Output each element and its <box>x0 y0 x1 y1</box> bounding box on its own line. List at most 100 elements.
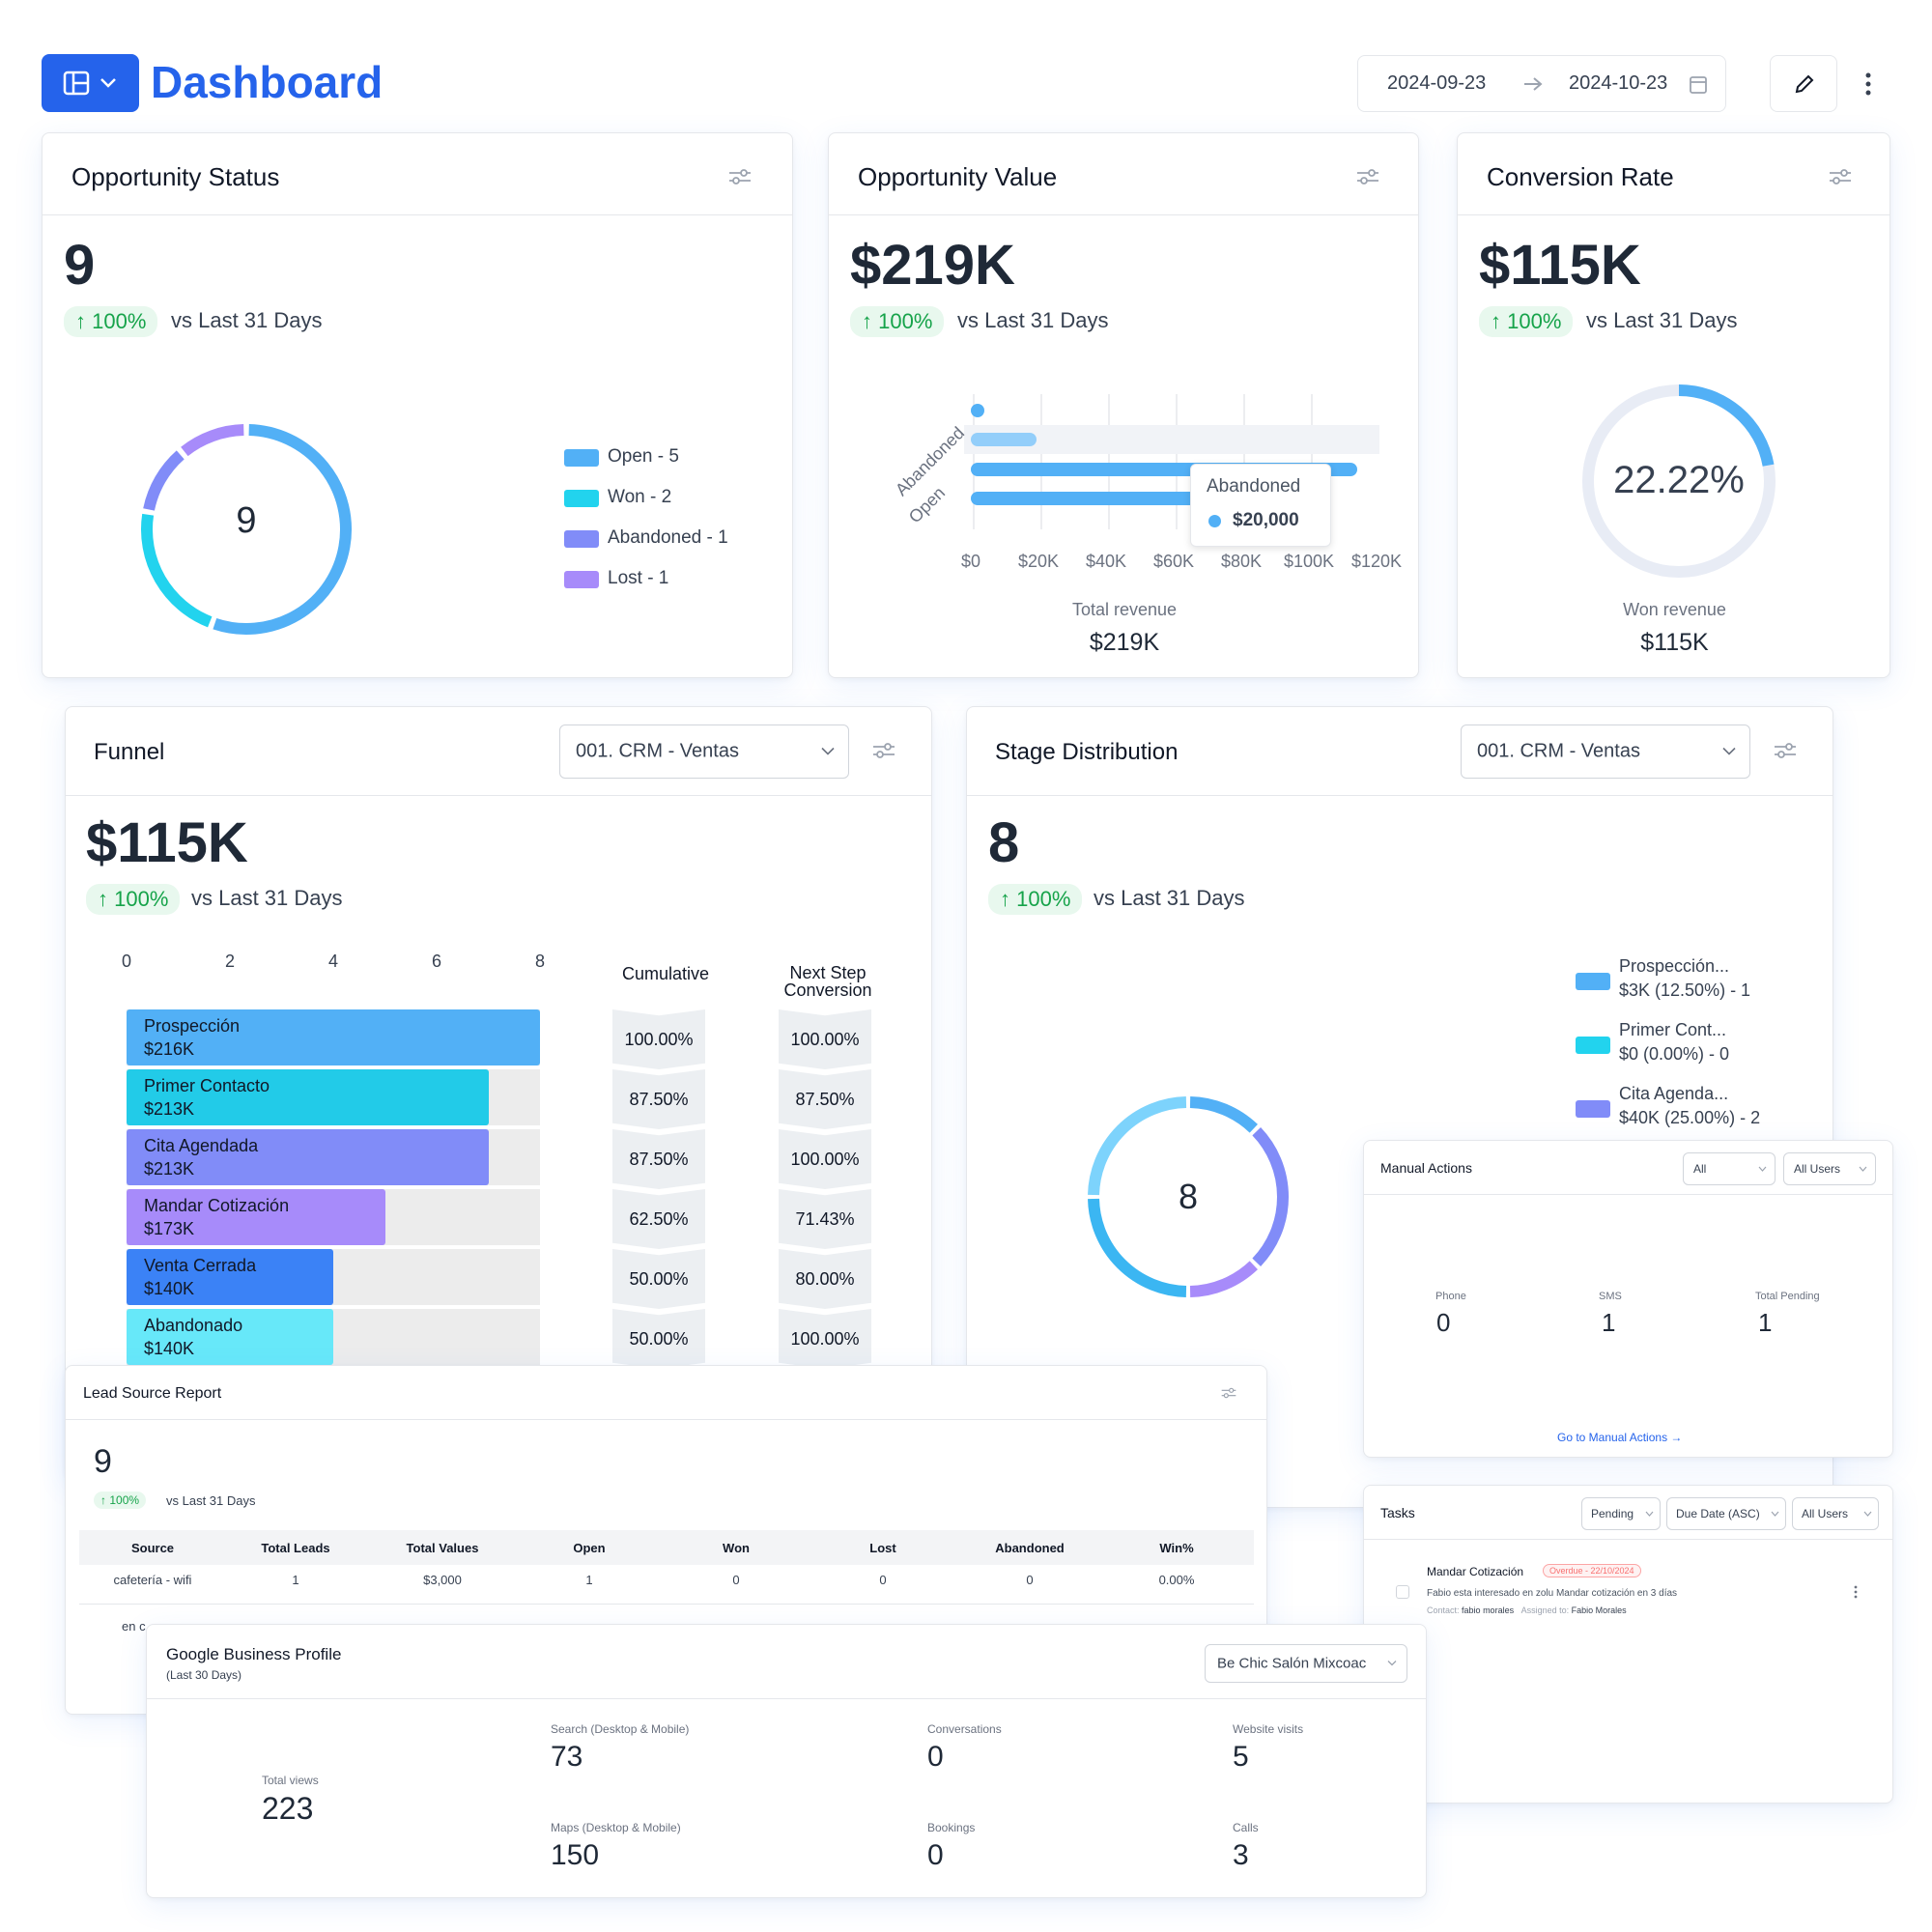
filter-icon[interactable] <box>728 168 752 185</box>
filter-icon[interactable] <box>872 742 895 759</box>
funnel-bar[interactable]: Venta Cerrada $140K <box>127 1249 333 1305</box>
trend-badge: ↑ 100% <box>94 1492 147 1509</box>
donut-slice-open <box>213 424 352 635</box>
card-title: Opportunity Value <box>858 162 1058 191</box>
table-cell: $3,000 <box>423 1573 462 1587</box>
task-description: Fabio esta interesado en zolu Mandar cot… <box>1427 1588 1678 1599</box>
arrow-right-icon: → <box>1670 1431 1683 1444</box>
calls-value: 3 <box>1233 1839 1249 1871</box>
legend-open: Open - 5 <box>608 446 679 467</box>
page-title: Dashboard <box>151 57 384 107</box>
card-title: Stage Distribution <box>995 739 1179 765</box>
type-filter[interactable]: All <box>1683 1152 1776 1185</box>
funnel-axis-tick: 6 <box>431 952 441 971</box>
card-title: Conversion Rate <box>1487 162 1674 191</box>
edit-button[interactable] <box>1770 55 1837 112</box>
maps-label: Maps (Desktop & Mobile) <box>551 1821 681 1834</box>
comparison-label: vs Last 31 Days <box>1586 308 1738 332</box>
trend-badge: ↑ 100% <box>1479 306 1574 337</box>
task-title[interactable]: Mandar Cotización <box>1427 1565 1524 1578</box>
date-end: 2024-10-23 <box>1569 72 1668 94</box>
status-filter[interactable]: Pending <box>1581 1497 1661 1530</box>
task-checkbox[interactable] <box>1396 1585 1409 1599</box>
funnel-axis-tick: 8 <box>534 952 545 971</box>
conversion-gauge <box>1582 384 1776 578</box>
cumulative-cell: 87.50% <box>612 1129 705 1189</box>
card-title: Opportunity Status <box>71 162 280 191</box>
donut-center-value: 9 <box>236 500 257 541</box>
filter-icon[interactable] <box>1356 168 1379 185</box>
card-title: Manual Actions <box>1380 1160 1472 1176</box>
contact-value[interactable]: fabio morales <box>1462 1605 1515 1615</box>
table-cell-partial: en c <box>122 1619 146 1634</box>
funnel-bar[interactable]: Primer Contacto $213K <box>127 1069 489 1125</box>
type-filter-value: All <box>1693 1162 1707 1176</box>
funnel-bar[interactable]: Cita Agendada $213K <box>127 1129 489 1185</box>
card-title: Funnel <box>94 739 165 765</box>
x-tick-label: $120K <box>1350 552 1403 571</box>
x-tick-label: $40K <box>1085 552 1127 571</box>
donut-slice-mandar-cotizacion <box>1189 1261 1258 1297</box>
x-tick-label: $0 <box>960 552 981 571</box>
cumulative-cell: 100.00% <box>612 1009 705 1069</box>
pipeline-select[interactable]: 001. CRM - Ventas <box>559 724 849 779</box>
funnel-axis-tick: 2 <box>224 952 235 971</box>
overdue-badge: Overdue - 22/10/2024 <box>1543 1564 1641 1577</box>
opportunity-status-card: Opportunity Status 9 ↑ 100% vs Last 31 D… <box>42 132 793 678</box>
more-vertical-icon[interactable] <box>1853 1584 1859 1600</box>
sort-filter[interactable]: Due Date (ASC) <box>1666 1497 1786 1530</box>
table-cell: cafetería - wifi <box>113 1573 192 1587</box>
user-filter-value: All Users <box>1794 1162 1841 1176</box>
table-column-header: Won <box>723 1541 750 1555</box>
funnel-bar[interactable]: Abandonado $140K <box>127 1309 333 1365</box>
location-select[interactable]: Be Chic Salón Mixcoac <box>1205 1644 1407 1683</box>
more-vertical-icon[interactable] <box>1862 70 1874 99</box>
filter-icon[interactable] <box>1774 742 1797 759</box>
calls-label: Calls <box>1233 1821 1259 1834</box>
legend-swatch-lost <box>564 571 599 588</box>
date-start: 2024-09-23 <box>1387 72 1487 94</box>
contact-label: Contact: <box>1427 1605 1460 1615</box>
pipeline-select-value: 001. CRM - Ventas <box>1477 740 1640 762</box>
maps-value: 150 <box>551 1839 600 1871</box>
stat-value-phone: 0 <box>1436 1308 1451 1337</box>
funnel-bar[interactable]: Mandar Cotización $173K <box>127 1189 385 1245</box>
table-divider <box>79 1604 1254 1605</box>
user-filter[interactable]: All Users <box>1792 1497 1879 1530</box>
cumulative-cell: 50.00% <box>612 1309 705 1369</box>
conversations-value: 0 <box>927 1741 944 1773</box>
filter-icon[interactable] <box>1221 1387 1236 1399</box>
sort-filter-value: Due Date (ASC) <box>1676 1507 1760 1520</box>
legend-swatch-primer-contacto <box>1576 1037 1610 1054</box>
stat-value-sms: 1 <box>1602 1308 1616 1337</box>
opportunity-value-card: Opportunity Value $219K ↑ 100% vs Last 3… <box>828 132 1419 678</box>
search-value: 73 <box>551 1741 583 1773</box>
bar-open <box>971 492 1212 505</box>
footer-label: Won revenue <box>1623 600 1726 619</box>
chevron-down-icon <box>100 78 116 88</box>
legend-swatch-won <box>564 490 599 507</box>
x-tick-label: $100K <box>1283 552 1335 571</box>
donut-slice-lost <box>181 424 244 457</box>
pipeline-select[interactable]: 001. CRM - Ventas <box>1461 724 1750 779</box>
manual-actions-card: Manual Actions All All Users Phone 0 SMS… <box>1363 1140 1893 1458</box>
conversations-label: Conversations <box>927 1722 1002 1736</box>
comparison-label: vs Last 31 Days <box>957 308 1109 332</box>
table-column-header: Lost <box>869 1541 896 1555</box>
donut-slice-venta-cerrada <box>1088 1198 1187 1297</box>
cumulative-cell: 50.00% <box>612 1249 705 1309</box>
chevron-down-icon <box>1758 1166 1767 1172</box>
funnel-stage-name: Venta Cerrada <box>144 1256 257 1275</box>
date-range-picker[interactable]: 2024-09-23 2024-10-23 <box>1357 55 1726 112</box>
status-donut-chart <box>141 424 352 635</box>
donut-center-value: 8 <box>1178 1177 1199 1216</box>
funnel-bar[interactable]: Prospección $216K <box>127 1009 540 1065</box>
bookings-label: Bookings <box>927 1821 976 1834</box>
layout-toggle-button[interactable] <box>42 54 139 112</box>
go-to-manual-actions-link[interactable]: Go to Manual Actions → <box>1557 1431 1682 1444</box>
filter-icon[interactable] <box>1829 168 1852 185</box>
user-filter[interactable]: All Users <box>1783 1152 1876 1185</box>
funnel-stage-amount: $173K <box>144 1219 195 1238</box>
pipeline-select-value: 001. CRM - Ventas <box>576 740 739 762</box>
stage-donut-chart <box>1088 1096 1289 1297</box>
